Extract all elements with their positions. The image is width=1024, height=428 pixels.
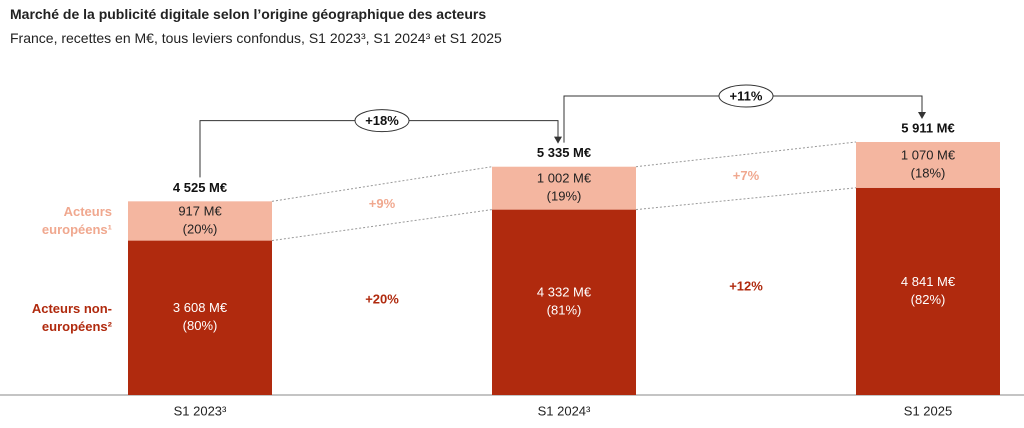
value-label: 3 608 M€ (173, 300, 228, 315)
share-label: (82%) (911, 292, 946, 307)
connector (635, 187, 857, 211)
bar-segment (492, 209, 636, 395)
total-label: 4 525 M€ (173, 180, 227, 195)
growth-label: +7% (733, 168, 760, 183)
legend-label: Acteurs non-européens² (31, 300, 112, 334)
total-growth-label: +11% (730, 88, 763, 103)
value-label: 4 332 M€ (537, 285, 592, 300)
total-label: 5 911 M€ (901, 120, 955, 135)
total-growth-label: +18% (365, 113, 399, 128)
bar-segment (128, 201, 272, 241)
bar-segment (856, 142, 1000, 188)
growth-badge (354, 109, 410, 133)
value-label: 1 002 M€ (537, 171, 592, 186)
bar-segment (128, 240, 272, 395)
legend-label: Acteurs européens¹ (41, 203, 112, 237)
value-label: 917 M€ (178, 203, 222, 218)
share-label: (20%) (183, 221, 218, 236)
share-label: (81%) (547, 303, 582, 318)
connector (271, 166, 493, 202)
share-label: (19%) (547, 189, 582, 204)
share-label: (18%) (911, 165, 946, 180)
chart-subtitle: France, recettes en M€, tous leviers con… (10, 30, 502, 46)
growth-label: +9% (369, 196, 396, 211)
bar-segment (856, 187, 1000, 395)
arrow-head (918, 112, 926, 120)
x-tick-label: S1 2025 (904, 403, 952, 418)
connector (635, 141, 857, 168)
arrow-head (554, 136, 562, 144)
growth-label: +12% (729, 278, 763, 293)
value-label: 1 070 M€ (901, 147, 956, 162)
value-label: 4 841 M€ (901, 274, 956, 289)
x-tick-label: S1 2023³ (174, 403, 227, 418)
x-tick-label: S1 2024³ (538, 403, 591, 418)
connector (271, 209, 493, 242)
growth-badge (718, 84, 774, 108)
share-label: (80%) (183, 318, 218, 333)
bar-segment (492, 166, 636, 210)
total-label: 5 335 M€ (537, 145, 591, 160)
chart-title: Marché de la publicité digitale selon l’… (10, 6, 487, 22)
growth-label: +20% (365, 291, 399, 306)
